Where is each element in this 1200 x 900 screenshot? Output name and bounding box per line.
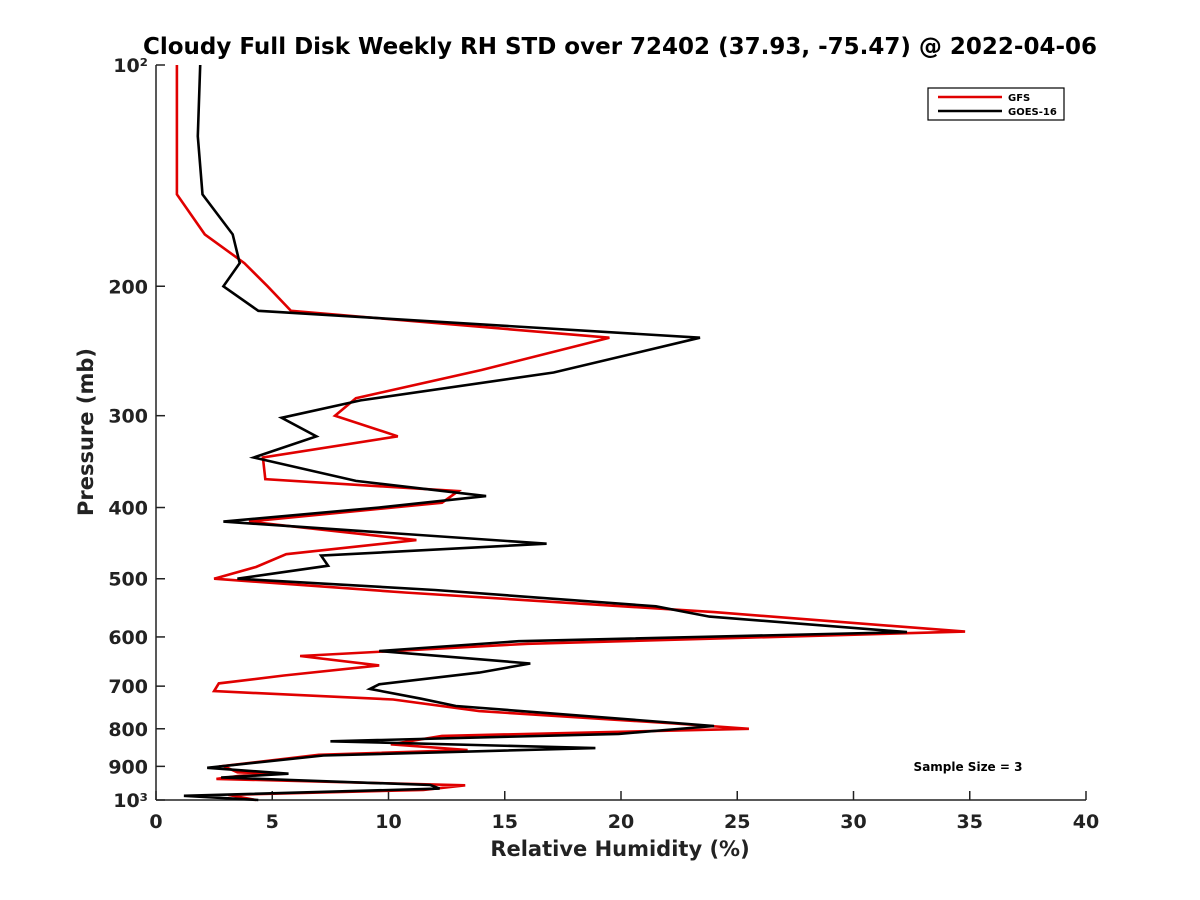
x-tick-label: 10 bbox=[375, 811, 401, 833]
x-tick-label: 5 bbox=[266, 811, 279, 833]
legend-box bbox=[927, 87, 1065, 121]
legend-label-gfs: GFS bbox=[1008, 93, 1030, 104]
y-tick-label: 400 bbox=[108, 498, 148, 520]
y-tick-label: 300 bbox=[108, 406, 148, 428]
x-tick-label: 25 bbox=[724, 811, 750, 833]
y-tick-label: 600 bbox=[108, 627, 148, 649]
y-tick-label: 10³ bbox=[113, 790, 148, 812]
sample-size-annotation: Sample Size = 3 bbox=[914, 760, 1023, 774]
x-tick-label: 0 bbox=[149, 811, 162, 833]
y-tick-label: 200 bbox=[108, 276, 148, 298]
chart-title: Cloudy Full Disk Weekly RH STD over 7240… bbox=[143, 34, 1097, 60]
x-tick-label: 35 bbox=[957, 811, 983, 833]
x-axis-label: Relative Humidity (%) bbox=[490, 837, 749, 861]
legend-label-goes16: GOES-16 bbox=[1008, 107, 1057, 118]
x-axis-ticks: 0 5 10 15 20 25 30 35 40 bbox=[149, 791, 1099, 833]
series-lines bbox=[175, 64, 966, 802]
series-line-goes16 bbox=[183, 64, 908, 802]
x-tick-label: 40 bbox=[1073, 811, 1099, 833]
y-tick-label: 10² bbox=[113, 55, 148, 77]
y-tick-label: 500 bbox=[108, 569, 148, 591]
y-tick-label: 800 bbox=[108, 719, 148, 741]
y-axis-ticks: 10² 200 300 400 500 600 700 800 900 10³ bbox=[108, 55, 165, 812]
y-tick-label: 900 bbox=[108, 756, 148, 778]
y-axis-label: Pressure (mb) bbox=[74, 348, 98, 516]
legend: GFS GOES-16 bbox=[927, 87, 1065, 121]
x-tick-label: 20 bbox=[608, 811, 634, 833]
x-tick-label: 30 bbox=[840, 811, 866, 833]
y-tick-label: 700 bbox=[108, 676, 148, 698]
x-tick-label: 15 bbox=[492, 811, 518, 833]
